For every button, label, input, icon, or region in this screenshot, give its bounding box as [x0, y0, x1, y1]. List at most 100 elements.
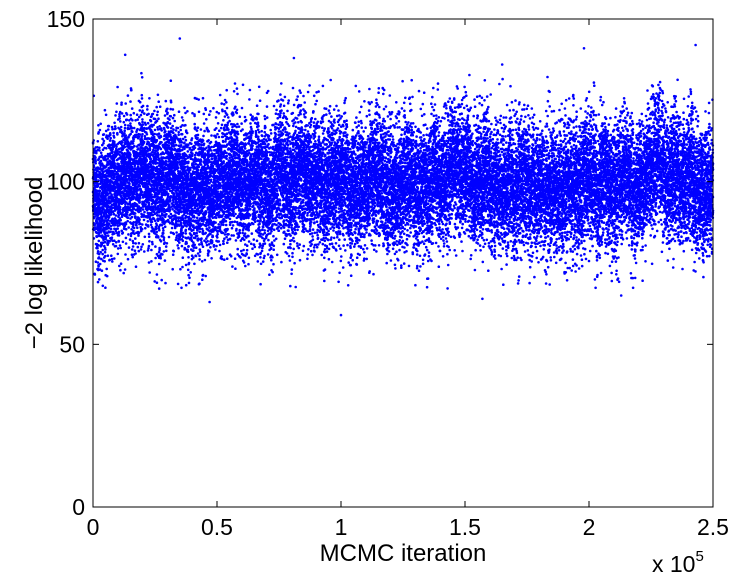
data-point — [139, 209, 142, 213]
data-point — [144, 203, 147, 206]
data-point — [212, 106, 215, 110]
data-point — [100, 269, 104, 273]
data-point — [113, 209, 117, 212]
data-point — [126, 219, 129, 223]
data-point — [132, 241, 135, 245]
data-point — [153, 219, 157, 223]
data-point — [201, 273, 205, 277]
data-point — [102, 208, 105, 211]
data-point — [109, 136, 112, 140]
data-point — [131, 245, 135, 248]
data-point — [190, 137, 194, 140]
data-point — [162, 171, 165, 174]
data-point — [141, 118, 144, 121]
data-point — [140, 227, 144, 231]
data-point — [109, 190, 112, 193]
data-point — [192, 256, 195, 259]
data-point — [155, 165, 159, 169]
data-point — [171, 267, 174, 271]
data-point — [183, 106, 186, 110]
data-point — [112, 212, 116, 216]
data-point — [197, 165, 201, 169]
data-point — [114, 244, 118, 248]
data-point — [134, 265, 138, 269]
data-point — [211, 164, 215, 168]
data-point — [181, 239, 185, 243]
data-point — [194, 246, 198, 249]
data-point — [210, 145, 213, 149]
data-point — [133, 212, 137, 215]
data-point — [140, 93, 144, 97]
data-point — [93, 223, 96, 227]
data-point — [127, 233, 130, 236]
data-point — [114, 223, 117, 227]
data-point — [198, 243, 201, 246]
data-point — [193, 262, 196, 266]
data-point — [123, 123, 127, 127]
data-point — [138, 100, 142, 104]
data-point — [155, 281, 159, 285]
data-point — [197, 237, 200, 241]
data-point — [207, 243, 211, 246]
data-point — [96, 146, 99, 149]
data-point — [185, 131, 189, 135]
data-point — [199, 159, 203, 163]
data-point — [176, 244, 179, 247]
data-point — [94, 156, 97, 159]
data-point — [148, 240, 151, 243]
data-point — [187, 160, 190, 164]
data-point — [125, 118, 129, 122]
data-point — [177, 133, 180, 137]
data-point — [98, 146, 101, 150]
data-point — [191, 152, 194, 155]
data-point — [106, 137, 109, 140]
data-point — [125, 213, 129, 216]
data-point — [160, 278, 163, 282]
data-point — [175, 231, 178, 234]
data-point — [96, 261, 100, 264]
data-point — [99, 159, 103, 163]
data-point — [166, 111, 169, 115]
data-point — [194, 254, 198, 258]
data-point — [110, 257, 114, 261]
data-point — [154, 245, 157, 248]
data-point — [158, 228, 161, 232]
data-point — [146, 104, 149, 108]
data-point — [168, 204, 171, 207]
data-point — [214, 136, 218, 139]
data-point — [204, 274, 207, 278]
data-point — [209, 110, 212, 113]
data-point — [96, 250, 100, 253]
data-point — [132, 137, 135, 141]
data-point — [207, 139, 210, 142]
data-point — [171, 116, 175, 120]
data-point — [208, 113, 211, 116]
data-point — [200, 260, 204, 263]
data-point — [112, 232, 116, 235]
data-point — [203, 205, 206, 208]
data-point — [177, 246, 180, 250]
data-point — [152, 123, 155, 127]
data-point — [160, 223, 164, 227]
data-point — [96, 243, 100, 247]
data-point — [130, 88, 133, 92]
data-point — [214, 221, 217, 224]
data-point — [94, 162, 97, 165]
data-point — [141, 208, 145, 211]
data-point — [153, 109, 156, 113]
data-point — [128, 238, 132, 241]
data-point — [171, 208, 174, 211]
data-point — [181, 137, 185, 141]
data-point — [150, 220, 154, 223]
data-point — [197, 98, 200, 101]
data-point — [140, 245, 143, 249]
data-point — [146, 108, 149, 111]
data-point — [141, 120, 144, 124]
data-point — [196, 126, 200, 129]
data-point — [159, 256, 162, 260]
data-point — [113, 169, 116, 173]
data-point — [96, 167, 100, 171]
data-point — [101, 284, 105, 288]
data-point — [190, 142, 193, 146]
data-point — [115, 110, 118, 114]
